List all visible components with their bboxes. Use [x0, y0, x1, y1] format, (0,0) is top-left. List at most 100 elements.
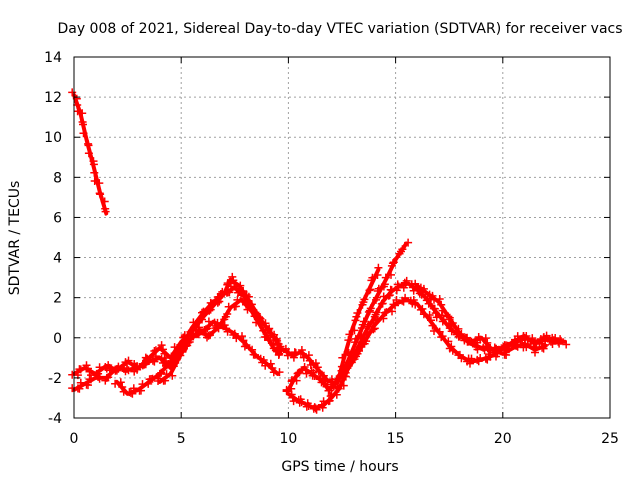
data-point — [84, 141, 93, 150]
series-line — [157, 297, 282, 384]
data-point — [374, 284, 383, 293]
data-point — [557, 336, 565, 345]
data-point — [493, 349, 502, 358]
y-tick-label: 8 — [53, 170, 62, 186]
data-point — [364, 308, 373, 316]
data-point — [311, 404, 320, 413]
data-point — [439, 315, 448, 324]
data-point — [123, 365, 131, 373]
data-point — [373, 315, 382, 324]
data-point — [76, 378, 85, 387]
data-point — [448, 346, 457, 355]
data-point — [240, 342, 249, 351]
data-point — [289, 397, 298, 406]
data-point — [388, 259, 397, 268]
data-point — [448, 319, 457, 327]
data-point — [388, 307, 396, 316]
data-point — [242, 291, 251, 299]
data-point — [404, 238, 413, 247]
data-point — [261, 361, 270, 370]
data-point — [299, 353, 308, 362]
data-point — [369, 325, 378, 334]
data-point — [242, 300, 250, 309]
data-point — [541, 340, 550, 349]
data-point — [316, 374, 325, 383]
data-point — [317, 378, 326, 387]
data-point — [250, 312, 259, 321]
data-point — [230, 329, 239, 338]
data-point — [112, 366, 121, 375]
data-point — [531, 348, 539, 357]
data-point — [427, 316, 435, 325]
data-point — [111, 379, 120, 388]
data-point — [419, 310, 428, 319]
data-point — [437, 300, 446, 309]
data-point — [199, 307, 208, 316]
y-tick-label: 4 — [53, 251, 62, 267]
data-point — [89, 160, 98, 169]
data-point — [366, 304, 375, 313]
series-pass-7 — [282, 263, 383, 395]
data-point — [223, 310, 232, 318]
data-point — [505, 345, 513, 354]
data-point — [513, 342, 522, 351]
y-tick-label: -2 — [48, 371, 62, 387]
y-tick-label: 0 — [53, 331, 62, 347]
x-tick-label: 0 — [70, 431, 79, 447]
data-point — [233, 295, 242, 304]
data-point — [267, 339, 276, 348]
x-tick-label: 5 — [177, 431, 186, 447]
data-point — [304, 351, 313, 360]
series-pass-5 — [154, 295, 284, 385]
data-point — [457, 354, 466, 363]
data-point — [372, 293, 381, 302]
data-point — [394, 282, 403, 291]
data-point — [389, 258, 398, 267]
series-pass-10 — [411, 279, 550, 359]
data-point — [365, 286, 374, 295]
y-tick-label: 2 — [53, 291, 62, 307]
data-point — [104, 373, 113, 382]
data-point — [411, 300, 420, 309]
y-tick-label: 14 — [44, 50, 62, 66]
data-point — [143, 356, 152, 364]
data-point — [366, 285, 375, 294]
data-point — [445, 313, 454, 322]
data-point — [473, 345, 482, 354]
data-point — [425, 311, 434, 319]
data-point — [289, 353, 298, 362]
data-point — [76, 365, 85, 374]
data-point — [372, 308, 381, 317]
series-pass-1 — [68, 88, 110, 216]
data-point — [148, 356, 157, 365]
data-point — [380, 280, 389, 289]
data-point — [151, 352, 160, 361]
data-point — [273, 336, 282, 345]
data-point — [261, 319, 270, 328]
data-point — [481, 334, 490, 343]
data-point — [370, 324, 379, 333]
data-point — [334, 384, 343, 393]
data-point — [399, 297, 408, 306]
data-point — [318, 403, 327, 412]
data-point — [437, 333, 446, 342]
axis-ticks: 0 5 10 15 20 25 -4 -2 0 2 4 6 8 10 12 14 — [44, 50, 619, 447]
data-point — [323, 380, 332, 389]
data-point — [90, 168, 99, 177]
data-point — [268, 364, 277, 372]
data-point — [341, 372, 350, 381]
data-point — [160, 349, 169, 358]
data-point — [251, 350, 259, 359]
data-point — [483, 338, 492, 347]
x-tick-label: 15 — [387, 431, 405, 447]
data-point — [551, 334, 560, 342]
series-line — [72, 285, 280, 392]
data-point — [359, 317, 368, 326]
data-point — [401, 293, 410, 302]
data-series — [68, 88, 571, 414]
data-point — [522, 332, 531, 340]
data-point — [438, 332, 447, 341]
data-point — [344, 361, 353, 370]
data-point — [398, 245, 407, 254]
